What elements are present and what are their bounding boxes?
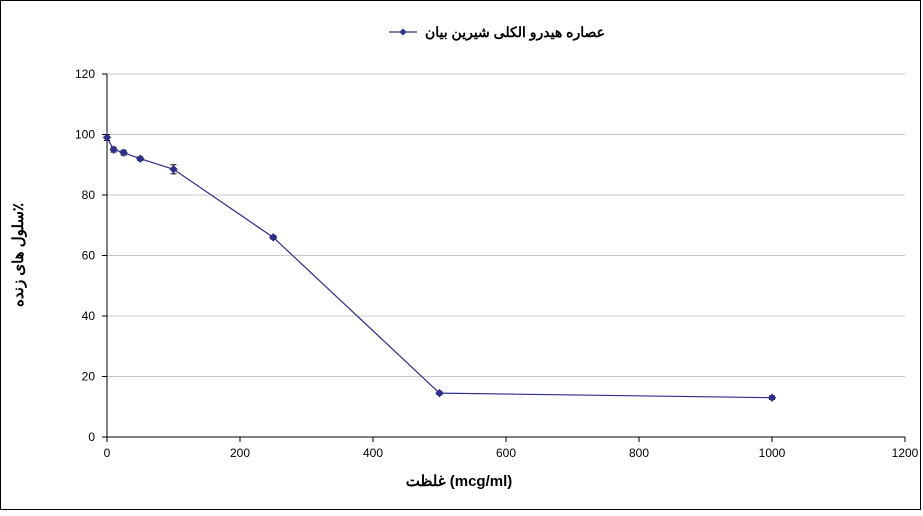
data-point-diamond xyxy=(269,233,278,242)
x-tick-label: 0 xyxy=(104,446,111,460)
legend-marker-diamond xyxy=(399,28,407,36)
data-point-diamond xyxy=(136,154,145,163)
data-point-diamond xyxy=(767,393,777,402)
x-tick-label: 1200 xyxy=(892,446,919,460)
y-tick-label: 0 xyxy=(88,430,95,444)
y-tick-label: 40 xyxy=(82,309,96,323)
x-tick-label: 1000 xyxy=(759,446,786,460)
legend-label: عصاره هیدرو الکلی شیرین بیان xyxy=(425,24,605,41)
y-tick-label: 120 xyxy=(75,67,95,81)
y-tick-label: 60 xyxy=(82,249,96,263)
x-tick-label: 200 xyxy=(230,446,250,460)
legend: عصاره هیدرو الکلی شیرین بیان xyxy=(389,24,605,41)
y-tick-label: 100 xyxy=(75,128,95,142)
data-point-diamond xyxy=(435,388,444,398)
x-tick-label: 600 xyxy=(496,446,516,460)
x-axis-label: غلظت (mcg/ml) xyxy=(406,473,513,490)
y-axis-label: سلول های زنده٪ xyxy=(10,203,27,307)
data-point-diamond xyxy=(119,148,128,157)
x-tick-label: 800 xyxy=(629,446,649,460)
data-point-diamond xyxy=(109,145,118,154)
series-layer xyxy=(102,133,777,402)
y-tick-label: 80 xyxy=(82,188,96,202)
x-tick-label: 400 xyxy=(363,446,383,460)
series-line xyxy=(106,137,773,399)
gridlines xyxy=(107,73,905,377)
data-point-diamond xyxy=(169,165,178,174)
y-tick-label: 20 xyxy=(82,370,96,384)
data-point-diamond xyxy=(102,133,112,142)
